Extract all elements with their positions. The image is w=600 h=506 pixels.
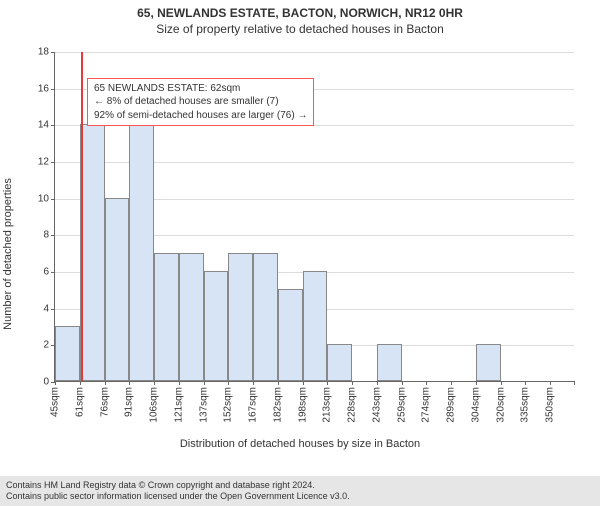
y-tick-label: 16 — [38, 83, 49, 94]
reference-line — [81, 52, 83, 381]
x-tick-label: 91sqm — [124, 387, 135, 417]
x-tick-label: 304sqm — [470, 387, 481, 423]
histogram-bar — [129, 88, 154, 381]
y-tick-label: 18 — [38, 47, 49, 58]
x-tick-label: 274sqm — [421, 387, 432, 423]
x-axis-label: Distribution of detached houses by size … — [0, 438, 600, 450]
x-tick-mark — [451, 381, 452, 385]
x-tick-label: 289sqm — [446, 387, 457, 423]
y-tick-label: 6 — [43, 267, 49, 278]
x-tick-mark — [352, 381, 353, 385]
x-tick-mark — [253, 381, 254, 385]
footer: Contains HM Land Registry data © Crown c… — [0, 476, 600, 506]
y-tick-label: 4 — [43, 303, 49, 314]
histogram-bar — [55, 326, 80, 381]
x-tick-mark — [402, 381, 403, 385]
y-tick-label: 8 — [43, 230, 49, 241]
x-tick-label: 213sqm — [322, 387, 333, 423]
y-tick-mark — [51, 52, 55, 53]
x-tick-mark — [377, 381, 378, 385]
x-tick-mark — [501, 381, 502, 385]
y-tick-mark — [51, 89, 55, 90]
histogram-bar — [204, 271, 229, 381]
y-tick-mark — [51, 125, 55, 126]
x-tick-label: 137sqm — [198, 387, 209, 423]
y-tick-mark — [51, 199, 55, 200]
plot-area: 02468101214161845sqm61sqm76sqm91sqm106sq… — [54, 52, 574, 382]
x-tick-mark — [80, 381, 81, 385]
y-tick-label: 10 — [38, 193, 49, 204]
footer-line: Contains public sector information licen… — [6, 491, 594, 502]
x-tick-mark — [476, 381, 477, 385]
info-line: 65 NEWLANDS ESTATE: 62sqm — [94, 82, 307, 96]
x-tick-mark — [525, 381, 526, 385]
histogram-bar — [327, 344, 352, 381]
histogram-bar — [377, 344, 402, 381]
x-tick-label: 152sqm — [223, 387, 234, 423]
chart-title-sub: Size of property relative to detached ho… — [0, 22, 600, 36]
histogram-bar — [303, 271, 328, 381]
x-tick-mark — [303, 381, 304, 385]
chart-container: Number of detached properties 0246810121… — [0, 44, 600, 464]
x-tick-mark — [574, 381, 575, 385]
y-tick-mark — [51, 272, 55, 273]
x-tick-mark — [55, 381, 56, 385]
x-tick-mark — [129, 381, 130, 385]
histogram-bar — [154, 253, 179, 381]
x-tick-mark — [550, 381, 551, 385]
chart-title-main: 65, NEWLANDS ESTATE, BACTON, NORWICH, NR… — [0, 6, 600, 20]
x-tick-mark — [426, 381, 427, 385]
x-tick-mark — [179, 381, 180, 385]
x-tick-label: 198sqm — [297, 387, 308, 423]
x-tick-label: 228sqm — [347, 387, 358, 423]
footer-line: Contains HM Land Registry data © Crown c… — [6, 480, 594, 491]
info-line: 92% of semi-detached houses are larger (… — [94, 109, 307, 123]
histogram-bar — [476, 344, 501, 381]
info-line: ← 8% of detached houses are smaller (7) — [94, 95, 307, 109]
x-tick-mark — [327, 381, 328, 385]
x-tick-label: 45sqm — [50, 387, 61, 417]
x-tick-label: 350sqm — [545, 387, 556, 423]
x-tick-label: 76sqm — [99, 387, 110, 417]
x-tick-label: 320sqm — [495, 387, 506, 423]
histogram-bar — [278, 289, 303, 381]
x-tick-label: 106sqm — [149, 387, 160, 423]
x-tick-label: 259sqm — [396, 387, 407, 423]
x-tick-label: 243sqm — [371, 387, 382, 423]
y-tick-label: 12 — [38, 157, 49, 168]
y-tick-mark — [51, 162, 55, 163]
y-tick-mark — [51, 235, 55, 236]
x-tick-mark — [105, 381, 106, 385]
y-tick-label: 2 — [43, 340, 49, 351]
x-tick-label: 121sqm — [173, 387, 184, 423]
histogram-bar — [80, 124, 105, 381]
x-tick-label: 182sqm — [272, 387, 283, 423]
x-tick-label: 335sqm — [520, 387, 531, 423]
x-tick-label: 167sqm — [248, 387, 259, 423]
y-tick-label: 0 — [43, 377, 49, 388]
x-tick-mark — [228, 381, 229, 385]
info-box: 65 NEWLANDS ESTATE: 62sqm ← 8% of detach… — [87, 78, 314, 127]
x-tick-mark — [204, 381, 205, 385]
gridline — [55, 52, 574, 53]
y-tick-label: 14 — [38, 120, 49, 131]
histogram-bar — [253, 253, 278, 381]
x-tick-mark — [278, 381, 279, 385]
histogram-bar — [105, 198, 130, 381]
x-tick-mark — [154, 381, 155, 385]
x-tick-label: 61sqm — [74, 387, 85, 417]
histogram-bar — [228, 253, 253, 381]
histogram-bar — [179, 253, 204, 381]
y-tick-mark — [51, 309, 55, 310]
y-axis-label: Number of detached properties — [2, 178, 14, 330]
